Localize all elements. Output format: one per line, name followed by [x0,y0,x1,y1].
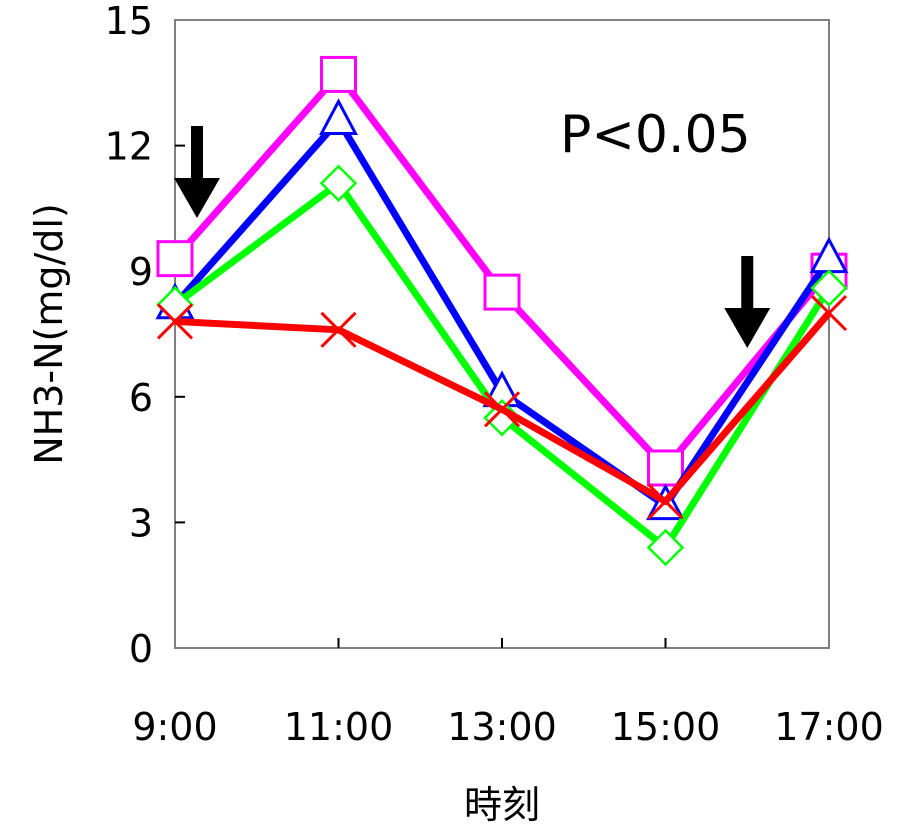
diamond-marker [319,164,358,203]
y-axis: 0 3 6 9 12 15 [105,0,185,671]
diamond-marker [810,269,848,307]
x-tick-label: 9:00 [132,705,217,749]
square-marker [483,273,521,311]
x-tick-label: 17:00 [774,705,884,749]
square-marker [647,449,684,487]
x-tick-label: 15:00 [611,705,721,749]
cross-marker [156,303,194,340]
y-tick-label: 15 [105,0,153,43]
cross-marker [320,311,357,348]
square-marker [320,55,357,93]
x-axis: 9:00 11:00 13:00 15:00 17:00 [132,638,884,749]
down-arrow-icon [174,126,220,218]
diamond-marker [646,528,685,567]
series-cross [156,295,848,520]
down-arrow-icon [724,256,771,348]
p-value-annotation: P<0.05 [560,105,751,165]
series-layer [155,55,849,567]
arrow-layer [174,126,771,348]
series-diamond [156,164,848,567]
y-tick-label: 9 [129,250,153,294]
y-axis-label: NH3-N(mg/dl) [27,203,71,465]
cross-marker [483,391,521,428]
y-tick-label: 0 [129,627,153,671]
y-tick-label: 12 [105,125,153,169]
cross-marker [647,483,684,520]
x-axis-label: 時刻 [464,783,540,827]
square-marker [156,240,194,278]
y-tick-label: 6 [129,376,153,420]
triangle-marker [319,98,358,135]
y-tick-label: 3 [129,501,153,545]
x-tick-label: 11:00 [284,705,394,749]
cross-marker [810,295,848,332]
x-tick-label: 13:00 [447,705,557,749]
series-line [172,179,832,552]
